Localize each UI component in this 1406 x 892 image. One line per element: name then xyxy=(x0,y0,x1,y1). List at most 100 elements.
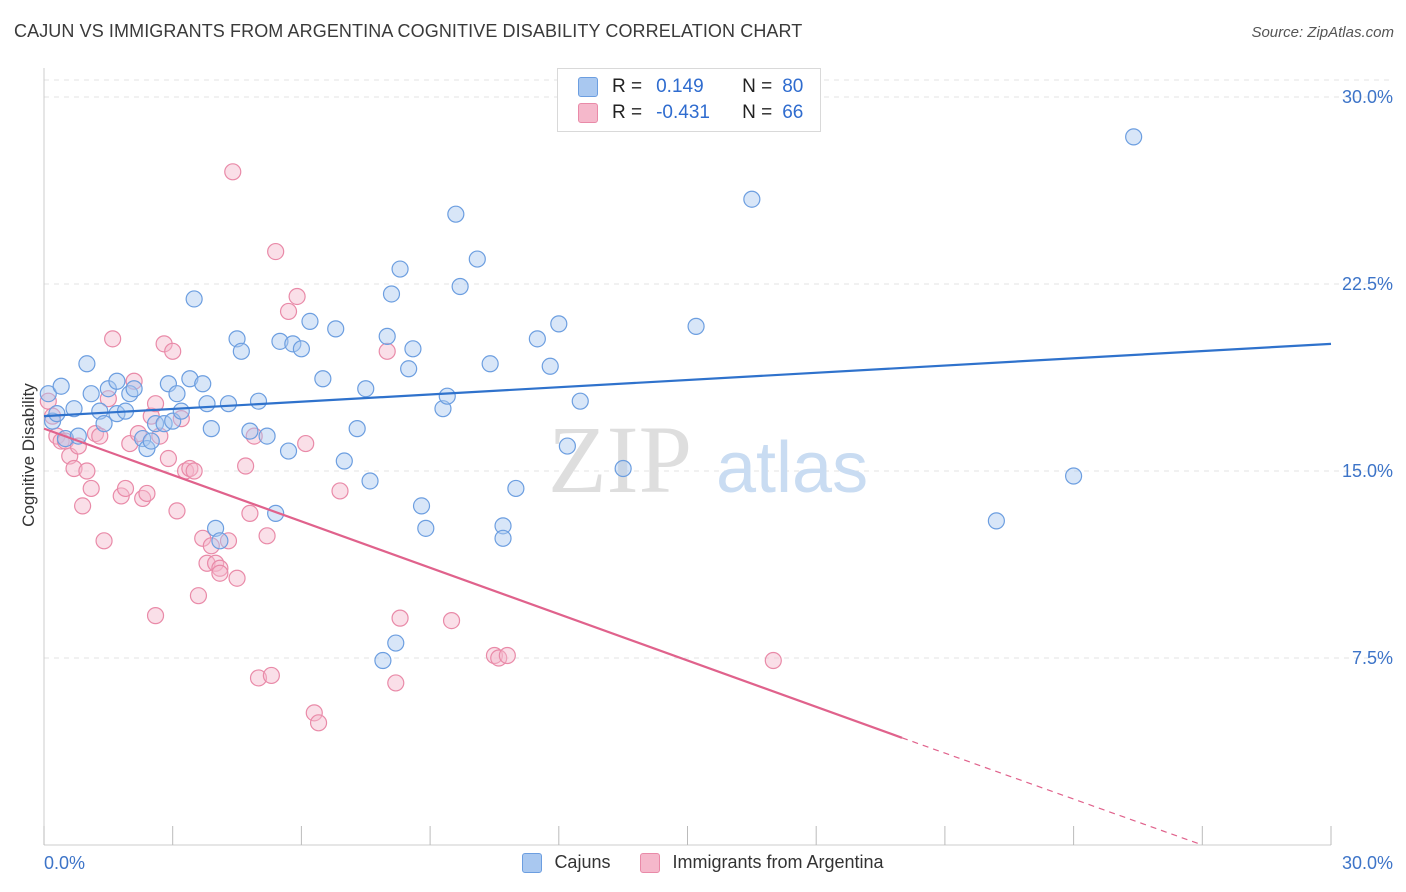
cajun-point xyxy=(125,380,143,398)
cajun-point xyxy=(614,459,632,478)
cajun-point xyxy=(558,437,576,455)
cajun-point xyxy=(481,355,499,373)
argentina-point xyxy=(331,482,349,500)
argentina-trend-extension xyxy=(901,737,1203,846)
cajun-point xyxy=(412,497,431,515)
cajun-point xyxy=(202,420,220,438)
argentina-point xyxy=(65,459,83,478)
cajun-point xyxy=(335,452,353,470)
watermark: ZIP atlas xyxy=(548,406,868,513)
cajun-point xyxy=(550,315,568,333)
argentina-point xyxy=(74,497,92,515)
cajun-point xyxy=(361,472,379,490)
legend-row-argentina: R = -0.431 N = 66 xyxy=(578,101,803,125)
legend-r-label: R = xyxy=(612,76,643,97)
cajun-point xyxy=(541,357,559,375)
legend-r-label: R = xyxy=(612,102,643,123)
cajun-point xyxy=(417,519,435,537)
argentina-point xyxy=(378,342,396,360)
cajun-point xyxy=(494,529,512,547)
cajun-point xyxy=(48,405,66,423)
cajun-trend-line xyxy=(43,342,1332,418)
cajun-point xyxy=(687,317,705,335)
watermark-zip: ZIP xyxy=(548,406,692,513)
cajun-point xyxy=(52,377,70,395)
legend-swatch-cajuns xyxy=(522,852,543,873)
cajun-point xyxy=(314,370,332,388)
argentina-point xyxy=(237,457,255,475)
y-tick-label: 15.0% xyxy=(1342,461,1393,481)
argentina-point xyxy=(305,704,323,722)
argentina-point xyxy=(99,390,117,408)
series-legend: Cajuns Immigrants from Argentina xyxy=(0,852,1406,873)
legend-item-argentina: Immigrants from Argentina xyxy=(640,852,884,873)
y-tick-label: 30.0% xyxy=(1342,87,1393,107)
legend-swatch-argentina xyxy=(640,852,661,873)
cajun-point xyxy=(507,479,525,498)
cajun-point xyxy=(181,370,199,388)
cajun-point xyxy=(404,340,422,358)
cajun-point xyxy=(198,395,216,413)
cajun-point xyxy=(284,335,302,353)
argentina-point xyxy=(116,479,135,498)
cajun-point xyxy=(447,205,465,223)
argentina-point xyxy=(224,163,242,181)
argentina-point xyxy=(146,607,165,625)
cajun-point xyxy=(219,395,238,413)
cajun-point xyxy=(108,372,126,390)
cajun-points xyxy=(39,128,1143,670)
cajun-point xyxy=(391,260,409,278)
argentina-point xyxy=(258,527,276,545)
argentina-point xyxy=(442,611,461,630)
cajun-point xyxy=(382,285,401,303)
cajun-point xyxy=(211,532,229,550)
argentina-point xyxy=(249,669,268,687)
legend-r-value: -0.431 xyxy=(656,102,710,123)
argentina-point xyxy=(228,569,246,587)
cajun-point xyxy=(494,517,512,535)
argentina-point xyxy=(391,609,409,627)
tick-labels: 7.5% 15.0% 22.5% 30.0% 0.0% 30.0% xyxy=(44,87,1393,873)
argentina-point xyxy=(138,484,156,503)
cajun-point xyxy=(528,330,546,348)
source-credit: Source: ZipAtlas.com xyxy=(1251,24,1394,41)
cajun-point xyxy=(267,504,285,522)
y-axis-title: Cognitive Disability xyxy=(19,383,38,527)
cajun-point xyxy=(400,360,418,378)
argentina-point xyxy=(498,646,516,665)
argentina-points xyxy=(39,163,782,732)
cajun-point xyxy=(185,290,203,308)
legend-label-argentina: Immigrants from Argentina xyxy=(672,852,884,872)
cajun-point xyxy=(301,312,319,330)
y-tick-label: 22.5% xyxy=(1342,274,1393,294)
cajun-point xyxy=(987,512,1005,530)
chart-title: CAJUN VS IMMIGRANTS FROM ARGENTINA COGNI… xyxy=(14,21,803,41)
argentina-point xyxy=(211,559,229,577)
cajun-point xyxy=(468,250,486,268)
argentina-point xyxy=(202,537,220,555)
argentina-point xyxy=(241,504,259,522)
cajun-point xyxy=(258,427,276,445)
cajun-point xyxy=(743,190,761,208)
legend-swatch-cajun xyxy=(578,77,598,97)
argentina-point xyxy=(267,242,285,261)
cajun-point xyxy=(374,651,392,670)
argentina-point xyxy=(297,434,315,453)
cajun-point xyxy=(1064,467,1083,485)
y-tick-label: 7.5% xyxy=(1352,648,1393,668)
cajun-point xyxy=(357,380,375,398)
argentina-point xyxy=(146,395,165,413)
watermark-atlas: atlas xyxy=(716,428,868,508)
cajun-point xyxy=(327,320,345,338)
argentina-point xyxy=(95,532,113,550)
legend-item-cajuns: Cajuns xyxy=(522,852,610,873)
cajun-point xyxy=(241,422,259,440)
legend-n-value: 80 xyxy=(782,76,804,97)
cajun-point xyxy=(292,340,310,358)
cajun-point xyxy=(65,400,83,418)
argentina-point xyxy=(387,674,405,692)
argentina-point xyxy=(288,287,306,306)
cajun-point xyxy=(271,332,289,350)
argentina-point xyxy=(168,502,186,520)
